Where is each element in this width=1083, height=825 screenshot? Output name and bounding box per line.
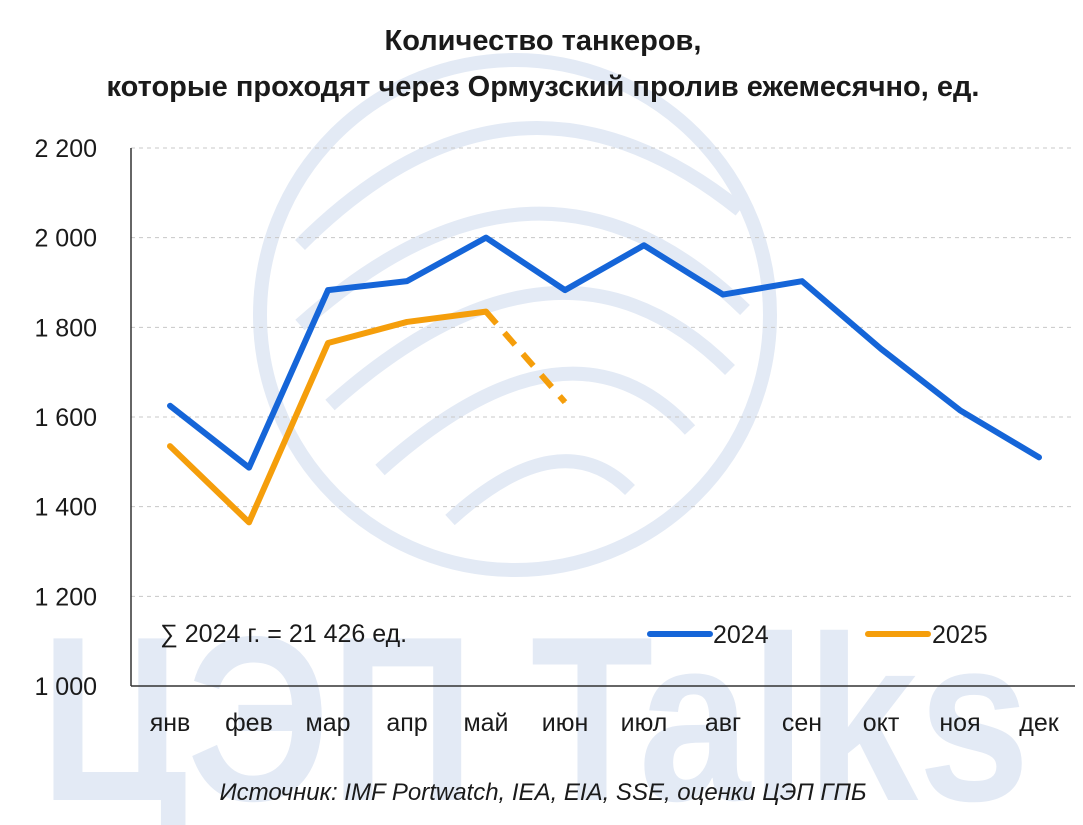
data-point [327,342,329,344]
x-tick-label: май [463,709,508,737]
legend: 2024 2025 [647,621,988,649]
data-point [880,348,882,350]
data-point [406,321,408,323]
watermark: ЦЭП Talks [40,53,1030,825]
watermark-text: ЦЭП Talks [40,587,1030,825]
x-tick-label: сен [782,709,822,737]
series-line-2024 [167,234,1042,471]
chart-title-line-2: которые проходят через Ормузский пролив … [107,71,980,103]
data-point [801,280,803,282]
chart-title-line-1: Количество танкеров, [385,25,702,57]
series-line-2025-forecast [483,309,568,405]
x-tick-label: апр [386,709,427,737]
x-tick-label: янв [150,709,191,737]
y-tick-labels: 1 000 1 200 1 400 1 600 1 800 2 000 2 200 [34,135,97,701]
data-point [406,280,408,282]
data-point [485,311,487,313]
data-point [327,289,329,291]
x-tick-label: ноя [939,709,980,737]
y-tick-label: 1 600 [34,404,97,432]
data-point [1038,456,1040,458]
legend-label-2025: 2025 [932,621,988,649]
globe-logo-icon [253,53,777,577]
total-annotation: ∑ 2024 г. = 21 426 ед. [160,620,407,648]
data-point [643,244,645,246]
data-point [169,405,171,407]
data-point [485,237,487,239]
gridlines [131,147,1075,597]
data-point [564,401,566,403]
x-tick-label: мар [306,709,351,737]
series-lines [167,234,1042,526]
x-tick-label: авг [705,709,741,737]
data-point [722,294,724,296]
x-tick-labels: янв фев мар апр май июн июл авг сен окт ноя дек [150,709,1060,737]
x-tick-label: фев [225,709,273,737]
x-tick-label: окт [863,709,900,737]
x-tick-label: дек [1019,709,1059,737]
y-tick-label: 1 200 [34,583,97,611]
data-point [248,521,250,523]
data-point [248,467,250,469]
y-tick-label: 1 800 [34,314,97,342]
y-tick-label: 1 000 [34,673,97,701]
y-tick-label: 1 400 [34,494,97,522]
data-point [564,289,566,291]
data-point [959,409,961,411]
source-note: Источник: IMF Portwatch, IEA, EIA, SSE, … [219,779,866,806]
y-tick-label: 2 000 [34,225,97,253]
y-tick-label: 2 200 [34,135,97,163]
legend-label-2024: 2024 [713,621,769,649]
x-tick-label: июн [542,709,589,737]
x-tick-label: июл [621,709,668,737]
data-point [169,445,171,447]
